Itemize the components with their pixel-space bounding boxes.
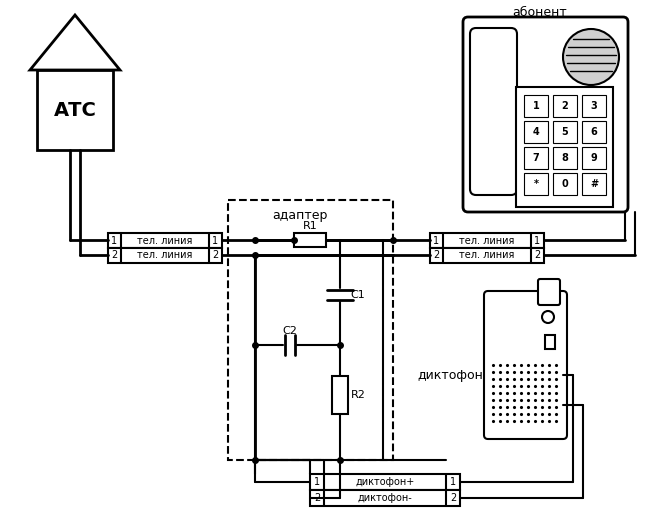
Text: 2: 2 <box>534 250 541 260</box>
Bar <box>332 376 348 414</box>
Text: *: * <box>533 179 539 189</box>
Text: R1: R1 <box>303 221 317 231</box>
Text: 1: 1 <box>535 235 541 246</box>
Bar <box>294 233 326 247</box>
Text: 5: 5 <box>562 127 568 137</box>
FancyBboxPatch shape <box>484 291 567 439</box>
Text: 1: 1 <box>314 477 320 487</box>
Bar <box>516 87 613 207</box>
Text: АТС: АТС <box>54 100 97 119</box>
Bar <box>108 233 222 248</box>
Text: 2: 2 <box>562 101 568 111</box>
FancyBboxPatch shape <box>470 28 517 195</box>
Text: тел. линия: тел. линия <box>459 235 515 246</box>
Text: 2: 2 <box>434 250 440 260</box>
FancyBboxPatch shape <box>463 17 628 212</box>
Text: диктофон+: диктофон+ <box>356 477 414 487</box>
Bar <box>524 121 548 143</box>
Bar <box>582 147 606 169</box>
Text: 9: 9 <box>591 153 598 163</box>
Bar <box>524 173 548 195</box>
Bar <box>553 121 577 143</box>
Text: тел. линия: тел. линия <box>137 235 193 246</box>
Text: 2: 2 <box>212 250 219 260</box>
Bar <box>553 173 577 195</box>
Circle shape <box>542 311 554 323</box>
Text: 1: 1 <box>112 235 118 246</box>
Text: 0: 0 <box>562 179 568 189</box>
Text: абонент: абонент <box>513 5 567 18</box>
Bar <box>582 121 606 143</box>
Text: 1: 1 <box>450 477 456 487</box>
Bar <box>553 147 577 169</box>
Text: 3: 3 <box>591 101 598 111</box>
Text: диктофон-: диктофон- <box>358 493 412 503</box>
Text: 1: 1 <box>533 101 539 111</box>
Text: 6: 6 <box>591 127 598 137</box>
Bar <box>582 95 606 117</box>
Bar <box>553 95 577 117</box>
Circle shape <box>563 29 619 85</box>
Text: 2: 2 <box>111 250 118 260</box>
Text: C2: C2 <box>282 326 297 336</box>
Bar <box>108 248 222 263</box>
Text: 2: 2 <box>450 493 456 503</box>
Text: тел. линия: тел. линия <box>137 250 193 260</box>
Bar <box>582 173 606 195</box>
Bar <box>545 335 555 349</box>
Bar <box>430 248 544 263</box>
Text: 1: 1 <box>434 235 440 246</box>
Text: 7: 7 <box>533 153 539 163</box>
Text: #: # <box>590 179 598 189</box>
Bar <box>310 490 460 506</box>
Polygon shape <box>30 15 120 70</box>
Text: R2: R2 <box>350 390 366 400</box>
Bar <box>228 200 393 460</box>
Bar <box>524 95 548 117</box>
Text: 2: 2 <box>314 493 320 503</box>
Bar <box>310 474 460 490</box>
Text: диктофон: диктофон <box>417 369 483 382</box>
Text: 1: 1 <box>212 235 219 246</box>
Text: адаптер: адаптер <box>272 209 328 222</box>
Text: 8: 8 <box>562 153 568 163</box>
Text: тел. линия: тел. линия <box>459 250 515 260</box>
Text: 4: 4 <box>533 127 539 137</box>
Bar <box>430 233 544 248</box>
Text: C1: C1 <box>350 290 366 300</box>
Bar <box>37 70 113 150</box>
FancyBboxPatch shape <box>538 279 560 305</box>
Bar <box>524 147 548 169</box>
